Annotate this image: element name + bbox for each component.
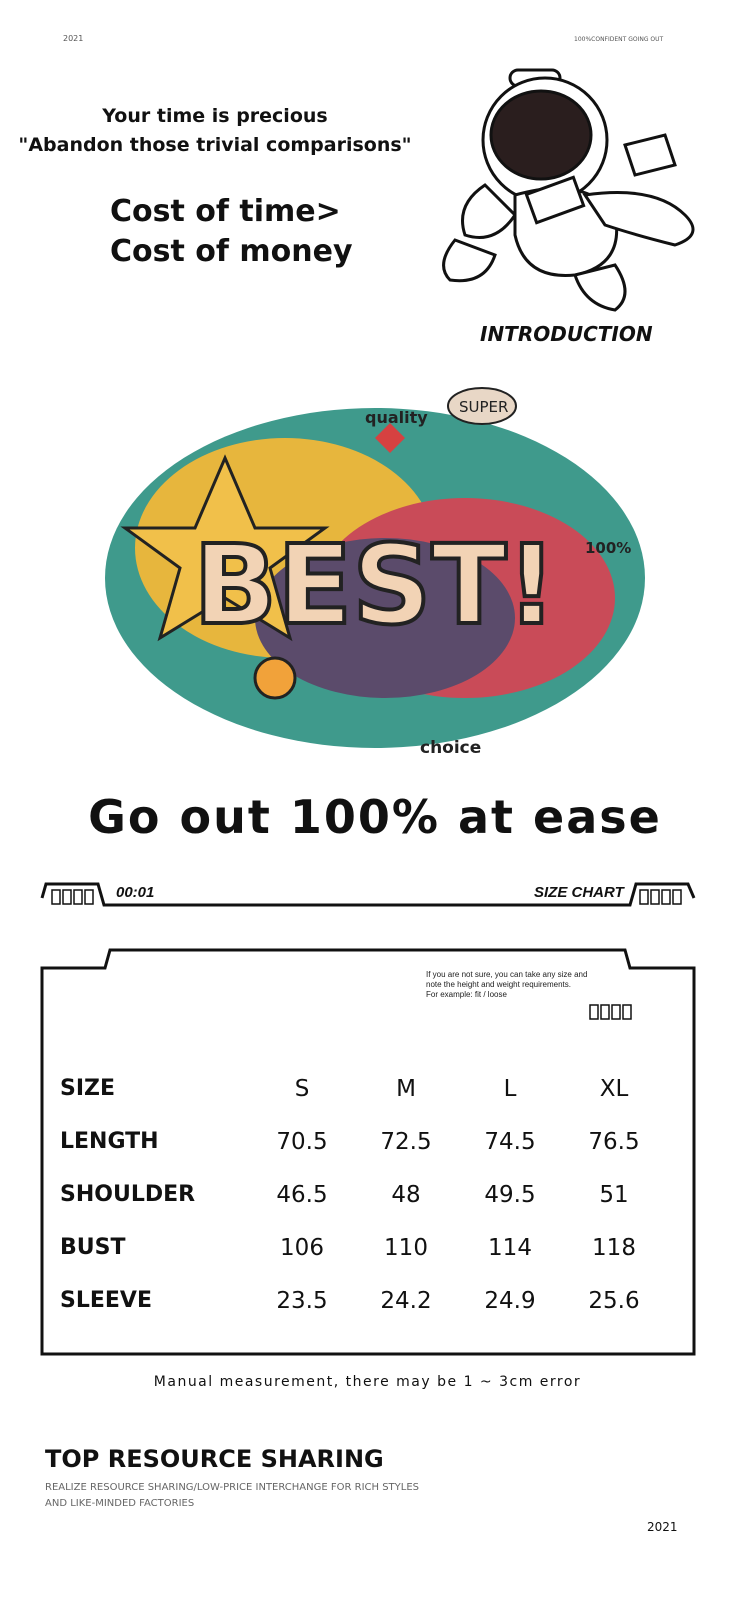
measurement-disclaimer: Manual measurement, there may be 1 ~ 3cm… bbox=[153, 1374, 582, 1390]
row-label: SLEEVE bbox=[60, 1288, 152, 1313]
cell: 49.5 bbox=[484, 1181, 536, 1208]
svg-text:choice: choice bbox=[420, 738, 481, 758]
cell: 106 bbox=[280, 1234, 324, 1261]
size-chart-header-bar bbox=[40, 882, 696, 907]
cell: 76.5 bbox=[588, 1128, 640, 1155]
cell: 24.2 bbox=[380, 1287, 432, 1314]
cell: 72.5 bbox=[380, 1128, 432, 1155]
cell: 114 bbox=[488, 1234, 532, 1261]
note-line: For example: fit / loose bbox=[426, 990, 507, 999]
note-line: If you are not sure, you can take any si… bbox=[426, 970, 588, 979]
cell: 118 bbox=[592, 1234, 636, 1261]
svg-text:SUPER: SUPER bbox=[459, 398, 508, 416]
table-header-row: SIZE S M L XL bbox=[60, 1062, 666, 1115]
header-slogan: 100%CONFIDENT GOING OUT bbox=[574, 36, 664, 43]
cell: 51 bbox=[599, 1181, 629, 1208]
cell: 24.9 bbox=[484, 1287, 536, 1314]
astronaut-illustration bbox=[442, 68, 695, 312]
tagline-line1: Your time is precious bbox=[102, 105, 328, 127]
row-label: LENGTH bbox=[60, 1129, 159, 1154]
tagline-line2: "Abandon those trivial comparisons" bbox=[18, 134, 412, 156]
cell: 48 bbox=[391, 1181, 421, 1208]
table-row: BUST 106 110 114 118 bbox=[60, 1221, 666, 1274]
cell: 110 bbox=[384, 1234, 428, 1261]
header-cell: L bbox=[503, 1075, 517, 1102]
size-note: If you are not sure, you can take any si… bbox=[426, 970, 587, 1000]
row-label: SHOULDER bbox=[60, 1182, 196, 1207]
footer-title: TOP RESOURCE SHARING bbox=[45, 1445, 384, 1473]
svg-text:quality: quality bbox=[365, 408, 428, 427]
size-chart-title: SIZE CHART bbox=[534, 884, 624, 901]
table-row: SHOULDER 46.5 48 49.5 51 bbox=[60, 1168, 666, 1221]
cell: 70.5 bbox=[276, 1128, 328, 1155]
cost-line2: Cost of money bbox=[110, 234, 353, 269]
table-row: LENGTH 70.5 72.5 74.5 76.5 bbox=[60, 1115, 666, 1168]
row-label: BUST bbox=[60, 1235, 126, 1260]
header-cell: SIZE bbox=[60, 1076, 116, 1101]
cell: 23.5 bbox=[276, 1287, 328, 1314]
best-text: BEST! bbox=[193, 521, 556, 649]
cost-line1: Cost of time> bbox=[110, 194, 341, 229]
size-table: SIZE S M L XL LENGTH 70.5 72.5 74.5 76.5… bbox=[60, 1062, 666, 1327]
note-line: note the height and weight requirements. bbox=[426, 980, 571, 989]
size-chart-frame bbox=[40, 948, 696, 1356]
svg-text:100%: 100% bbox=[585, 539, 631, 557]
cell: 74.5 bbox=[484, 1128, 536, 1155]
cost-statement: Cost of time> Cost of money bbox=[110, 192, 353, 272]
table-row: SLEEVE 23.5 24.2 24.9 25.6 bbox=[60, 1274, 666, 1327]
chart-code: 00:01 bbox=[116, 884, 155, 901]
best-doodle-illustration: BEST! quality SUPER 100% choice bbox=[105, 387, 645, 758]
cell: 46.5 bbox=[276, 1181, 328, 1208]
header-year: 2021 bbox=[63, 34, 84, 43]
footer-year: 2021 bbox=[647, 1520, 678, 1534]
header-cell: S bbox=[294, 1075, 310, 1102]
introduction-label: INTRODUCTION bbox=[480, 322, 653, 346]
header-cell: M bbox=[396, 1075, 416, 1102]
footer-subtitle: REALIZE RESOURCE SHARING/LOW-PRICE INTER… bbox=[45, 1482, 420, 1509]
cell: 25.6 bbox=[588, 1287, 640, 1314]
header-cell: XL bbox=[599, 1075, 629, 1102]
headline: Go out 100% at ease bbox=[88, 790, 662, 844]
tagline: Your time is precious "Abandon those tri… bbox=[0, 102, 430, 160]
